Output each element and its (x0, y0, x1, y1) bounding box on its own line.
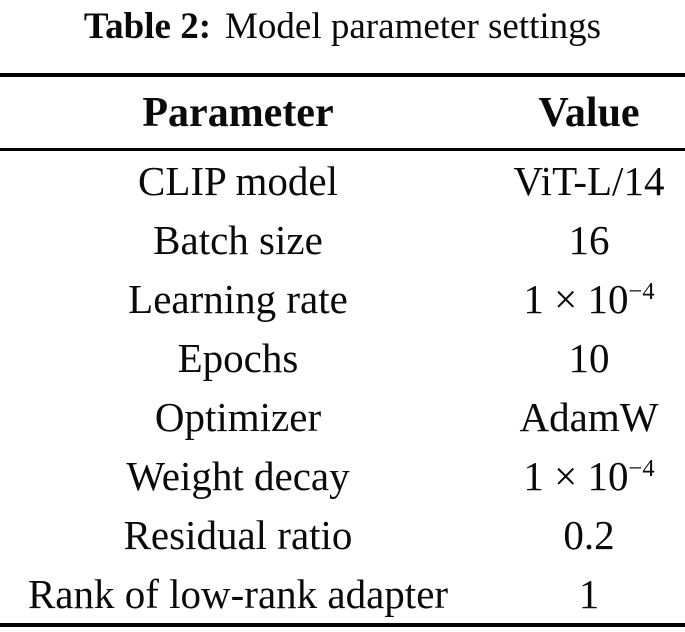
value-text: 16 (568, 216, 610, 263)
param-cell: Learning rate (128, 275, 348, 322)
table-row: Optimizer AdamW (0, 387, 685, 446)
table-caption: Table 2: Model parameter settings (0, 0, 685, 73)
value-cell: AdamW (501, 393, 677, 441)
caption-label: Table 2: (83, 6, 212, 47)
table-row: Batch size 16 (0, 210, 685, 269)
param-cell: Optimizer (154, 393, 322, 440)
value-cell: 0.2 (501, 511, 677, 559)
table-row: Residual ratio 0.2 (0, 505, 685, 564)
value-text: AdamW (519, 393, 659, 440)
value-text: ViT-L/14 (513, 157, 665, 204)
value-text: 10 (568, 334, 610, 381)
value-cell: 10 (501, 334, 677, 382)
table-row: Epochs 10 (0, 328, 685, 387)
table-row: Learning rate 1 × 10−4 (0, 269, 685, 328)
header-value: Value (538, 89, 640, 136)
param-cell: CLIP model (137, 157, 339, 204)
value-cell: 1 × 10−4 (501, 452, 677, 500)
value-exponent: −4 (628, 454, 655, 482)
value-cell: 1 (501, 570, 677, 618)
table-row: CLIP model ViT-L/14 (0, 151, 685, 210)
header-parameter: Parameter (142, 89, 334, 136)
table-row: Rank of low-rank adapter 1 (0, 564, 685, 623)
value-text: 1 × 10 (523, 452, 629, 499)
value-text: 1 × 10 (523, 275, 629, 322)
value-text: 0.2 (563, 511, 615, 558)
value-text: 1 (578, 570, 600, 617)
value-cell: 16 (501, 216, 677, 264)
value-exponent: −4 (628, 277, 655, 305)
param-cell: Batch size (153, 216, 323, 263)
bottom-rule (0, 623, 685, 627)
param-cell: Epochs (177, 334, 299, 381)
caption-title: Model parameter settings (225, 6, 602, 47)
mid-rule (0, 148, 685, 151)
table-row: Weight decay 1 × 10−4 (0, 446, 685, 505)
param-cell: Rank of low-rank adapter (27, 570, 449, 617)
top-rule (0, 73, 685, 77)
header-row: Parameter Value (0, 77, 685, 148)
value-cell: ViT-L/14 (501, 157, 677, 205)
param-cell: Residual ratio (123, 511, 353, 558)
param-cell: Weight decay (126, 452, 350, 499)
value-cell: 1 × 10−4 (501, 275, 677, 323)
